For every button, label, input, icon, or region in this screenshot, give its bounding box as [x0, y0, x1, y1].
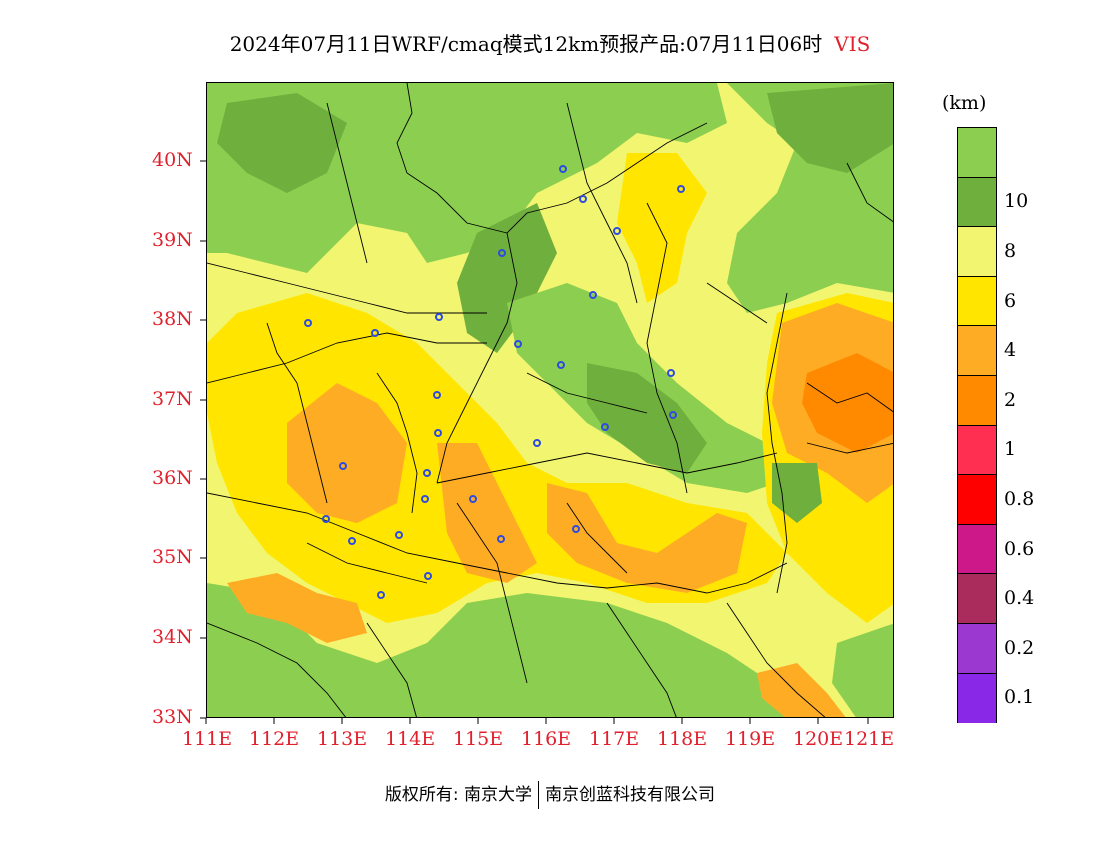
copyright-footer: 版权所有: 南京大学 南京创蓝科技有限公司 [0, 780, 1100, 809]
copyright-right: 南京创蓝科技有限公司 [545, 785, 716, 805]
legend-label: 0.6 [1004, 537, 1035, 560]
legend-label: 1 [1004, 438, 1017, 461]
lon-tick-119E: 119E [725, 728, 776, 750]
field-orange-southcenter [547, 483, 747, 593]
legend-label: 2 [1004, 388, 1017, 411]
legend-label: 0.1 [1004, 686, 1035, 709]
legend-swatch [958, 326, 996, 376]
footer-separator [538, 781, 540, 809]
field-orange-southeast [757, 663, 846, 717]
field-orange-southwest [227, 573, 367, 643]
title-main: 2024年07月11日WRF/cmaq模式12km预报产品:07月11日06时 [229, 32, 823, 56]
lon-tick-118E: 118E [657, 728, 708, 750]
legend-unit: (km) [942, 92, 987, 114]
lon-tick-114E: 114E [385, 728, 436, 750]
field-green-south [207, 583, 843, 717]
lat-tick-33N: 33N [152, 706, 193, 728]
map-title: 2024年07月11日WRF/cmaq模式12km预报产品:07月11日06时 V… [0, 28, 1100, 57]
legend-label: 0.8 [1004, 488, 1035, 510]
legend-swatch [958, 128, 996, 178]
lon-tick-112E: 112E [249, 728, 300, 750]
legend-swatch [958, 376, 996, 426]
legend-label: 6 [1004, 289, 1017, 312]
legend-swatch [958, 524, 996, 575]
field-darkgreen-east [772, 463, 822, 523]
legend-label: 8 [1004, 240, 1017, 262]
field-green-southeast [832, 623, 893, 717]
field-orange-west [287, 383, 407, 523]
field-darkgreen-2 [767, 83, 893, 173]
legend-swatch [958, 177, 996, 228]
map-field-svg [207, 83, 893, 717]
legend-label: 4 [1004, 339, 1017, 362]
lon-tick-117E: 117E [589, 728, 640, 750]
legend-swatch [958, 475, 996, 525]
city-markers [304, 165, 685, 599]
lon-tick-121E: 121E [844, 728, 895, 750]
field-yellow-west [207, 293, 787, 623]
lat-tick-35N: 35N [152, 546, 193, 568]
legend-label: 10 [1004, 190, 1029, 213]
lat-tick-40N: 40N [152, 149, 193, 171]
legend-swatch [958, 425, 996, 476]
lat-tick-37N: 37N [152, 388, 193, 410]
legend-label: 0.2 [1004, 636, 1035, 659]
lat-tick-39N: 39N [152, 229, 193, 251]
lon-tick-116E: 116E [521, 728, 572, 750]
axis-tick-marks [200, 160, 869, 724]
copyright-left: 版权所有: 南京大学 [384, 785, 533, 805]
lon-tick-115E: 115E [453, 728, 504, 750]
legend-colorbar [957, 127, 997, 724]
lat-tick-38N: 38N [152, 308, 193, 330]
lon-tick-113E: 113E [317, 728, 368, 750]
field-deeporange-east [802, 353, 893, 453]
lon-tick-120E: 120E [793, 728, 844, 750]
field-darkgreen-1 [217, 93, 347, 193]
field-darkgreen-central [587, 363, 707, 473]
boundary-lines [207, 83, 893, 717]
legend-swatch [958, 673, 996, 724]
lon-tick-111E: 111E [182, 728, 233, 750]
lat-tick-34N: 34N [152, 626, 193, 648]
legend-swatch [958, 227, 996, 277]
title-variable: VIS [834, 32, 871, 56]
legend-swatch [958, 574, 996, 624]
legend-swatch [958, 624, 996, 674]
visibility-map [206, 82, 894, 718]
field-darkgreen-3 [457, 203, 557, 353]
lat-tick-36N: 36N [152, 467, 193, 489]
legend-label: 0.4 [1004, 587, 1035, 610]
legend-swatch [958, 276, 996, 327]
